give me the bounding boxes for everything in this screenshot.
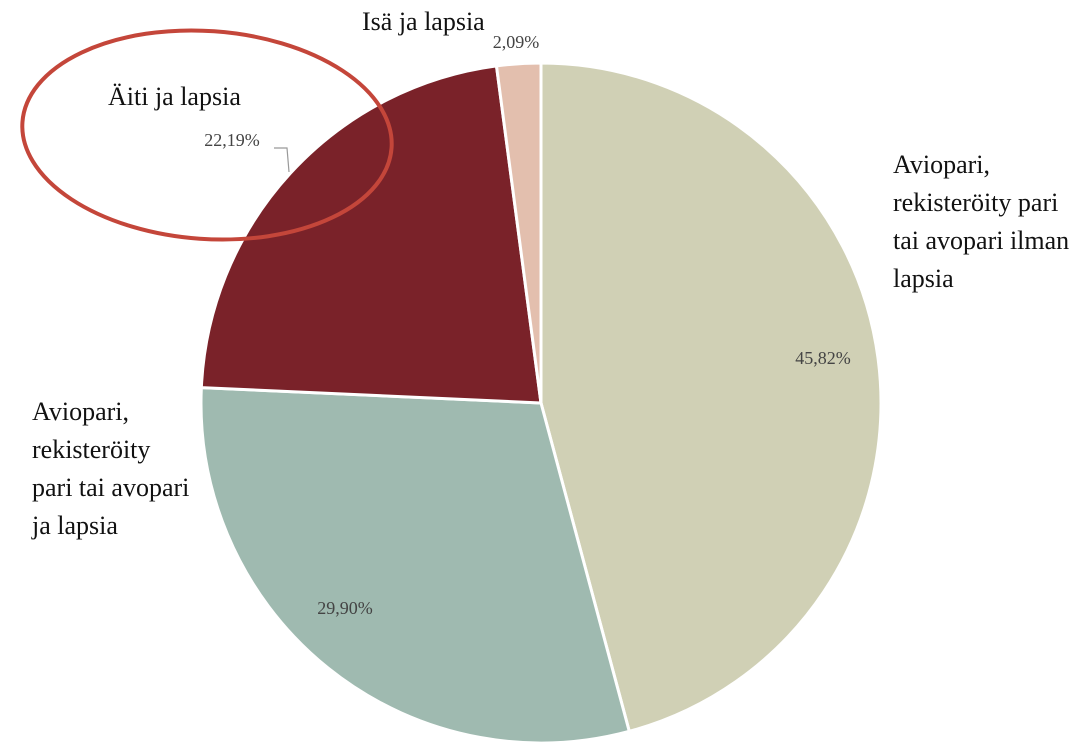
value-label: 22,19%	[204, 130, 260, 150]
category-label: Isä ja lapsia	[362, 7, 485, 36]
category-label: Aviopari, rekisteröity pari tai avopari …	[32, 397, 190, 540]
category-label: Äiti ja lapsia	[108, 82, 241, 111]
value-label: 2,09%	[493, 32, 540, 52]
value-label: 45,82%	[795, 348, 851, 368]
pie-slice	[494, 61, 543, 404]
category-label: Aviopari, rekisteröity pari tai avopari …	[893, 150, 1070, 293]
highlight-ellipse	[20, 28, 394, 242]
pie-slice	[539, 61, 883, 734]
pie-slice	[199, 64, 543, 405]
value-label: 29,90%	[317, 598, 373, 618]
leader-line	[274, 147, 290, 173]
